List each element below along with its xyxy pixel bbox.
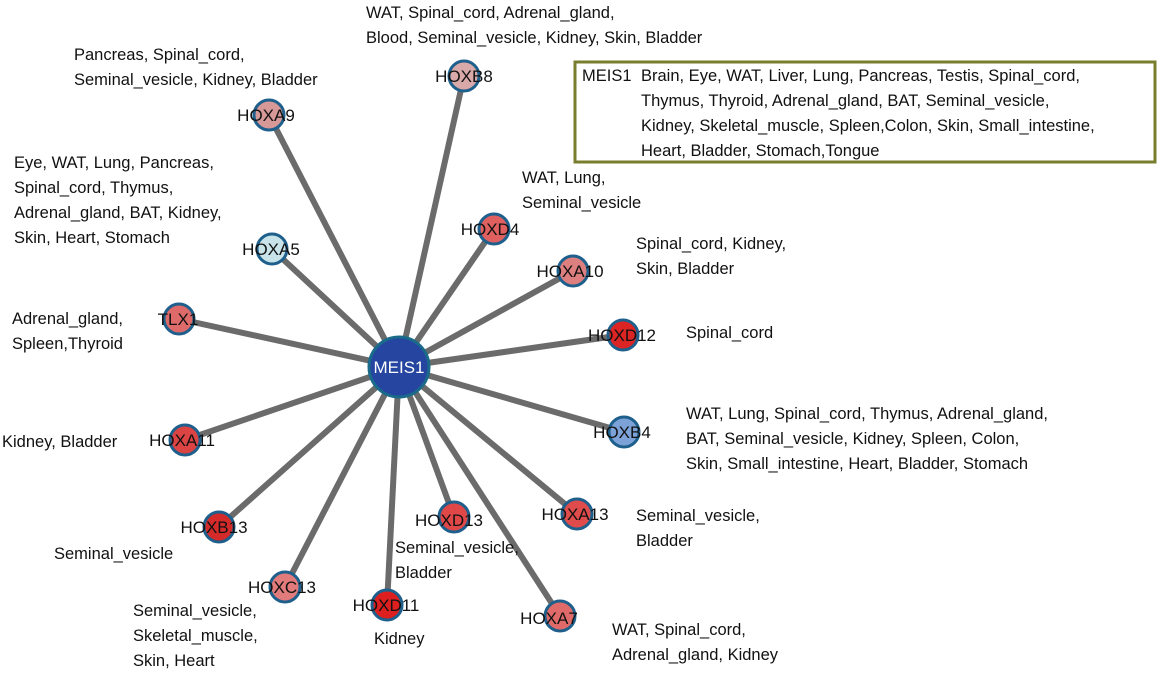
tissue-label-hoxc13: Skin, Heart <box>133 652 215 670</box>
node-hoxd12[interactable] <box>606 318 640 352</box>
node-label-hoxd11: HOXD11 <box>353 596 420 615</box>
tissue-label-hoxd11: Kidney <box>374 630 425 648</box>
tissue-label-hoxa11: Kidney, Bladder <box>2 433 118 451</box>
meis1-box-line: Kidney, Skeletal_muscle, Spleen,Colon, S… <box>641 117 1095 135</box>
tissue-label-hoxa7: Adrenal_gland, Kidney <box>612 646 779 664</box>
tissue-label-hoxa9: Pancreas, Spinal_cord, <box>74 46 245 64</box>
tissue-label-hoxd4: Seminal_vesicle <box>522 194 641 212</box>
node-label-hoxa13: HOXA13 <box>541 505 608 524</box>
node-hoxd13[interactable] <box>437 500 471 534</box>
tissue-label-tlx1: Adrenal_gland, <box>12 310 123 328</box>
edge-meis1-hoxd12 <box>396 332 626 370</box>
node-label-hoxa10: HOXA10 <box>536 262 603 281</box>
tissue-label-hoxb4: Skin, Small_intestine, Heart, Bladder, S… <box>686 455 1028 473</box>
tissue-label-hoxb4: WAT, Lung, Spinal_cord, Thymus, Adrenal_… <box>686 405 1048 423</box>
tissue-label-hoxa7: WAT, Spinal_cord, <box>612 621 746 639</box>
edge-meis1-hoxa7 <box>396 364 563 619</box>
tissue-label-hoxb8: Blood, Seminal_vesicle, Kidney, Skin, Bl… <box>366 29 703 47</box>
edge-meis1-hoxa9 <box>266 112 402 370</box>
tissue-label-hoxa5: Adrenal_gland, BAT, Kidney, <box>14 204 222 222</box>
meis1-box-line: Thymus, Thyroid, Adrenal_gland, BAT, Sem… <box>641 92 1049 110</box>
edge-meis1-hoxd11 <box>384 364 402 608</box>
hub-node-label: MEIS1 <box>373 358 424 377</box>
edge-meis1-hoxb4 <box>396 364 627 435</box>
node-label-hoxb8: HOXB8 <box>435 67 493 86</box>
node-hoxc13[interactable] <box>268 570 302 604</box>
tissue-label-hoxd12: Spinal_cord <box>686 324 773 342</box>
tissue-label-hoxd13: Seminal_vesicle, <box>395 539 519 557</box>
hub-node-meis1[interactable] <box>367 335 431 399</box>
node-label-hoxa5: HOXA5 <box>242 240 300 259</box>
tissue-label-hoxd13: Bladder <box>395 564 452 582</box>
edge-meis1-hoxa11 <box>182 364 402 443</box>
tissue-label-hoxa5: Spinal_cord, Thymus, <box>14 179 173 197</box>
node-label-hoxd13: HOXD13 <box>415 511 483 530</box>
meis1-box-line: Brain, Eye, WAT, Liver, Lung, Pancreas, … <box>641 67 1080 85</box>
node-hoxb8[interactable] <box>447 59 481 93</box>
edge-meis1-hoxa13 <box>396 364 580 517</box>
tissue-label-hoxb8: WAT, Spinal_cord, Adrenal_gland, <box>366 4 615 22</box>
node-label-hoxc13: HOXC13 <box>248 578 316 597</box>
tissue-label-hoxa10: Spinal_cord, Kidney, <box>636 235 786 253</box>
node-hoxb13[interactable] <box>202 510 236 544</box>
node-label-hoxa11: HOXA11 <box>149 431 215 450</box>
tissue-label-hoxa10: Skin, Bladder <box>636 260 735 278</box>
edge-meis1-hoxa10 <box>396 268 576 370</box>
tissue-label-hoxa5: Skin, Heart, Stomach <box>14 229 170 247</box>
edge-meis1-tlx1 <box>176 316 402 370</box>
tissue-label-hoxb4: BAT, Seminal_vesicle, Kidney, Spleen, Co… <box>686 430 1019 448</box>
node-hoxa13[interactable] <box>560 497 594 531</box>
tissue-label-hoxb13: Seminal_vesicle <box>54 545 173 563</box>
edge-meis1-hoxb13 <box>216 364 402 530</box>
node-label-hoxa9: HOXA9 <box>237 106 295 125</box>
meis1-box-title: MEIS1 <box>582 67 632 85</box>
nodes-layer: HOXB8 HOXA9 HOXA5 HOXD4 HOXA10 TLX1 HOXD12 HOXB… <box>149 59 656 633</box>
node-hoxa9[interactable] <box>252 98 286 132</box>
tissue-label-hoxc13: Seminal_vesicle, <box>133 602 257 620</box>
tissue-label-hoxa13: Bladder <box>636 532 693 550</box>
tissue-label-tlx1: Spleen,Thyroid <box>12 335 123 353</box>
tissue-label-hoxa13: Seminal_vesicle, <box>636 507 760 525</box>
node-hoxd11[interactable] <box>370 588 404 622</box>
edge-meis1-hoxc13 <box>282 364 402 590</box>
node-label-tlx1: TLX1 <box>158 310 199 329</box>
node-label-hoxb13: HOXB13 <box>180 518 247 537</box>
node-label-hoxb4: HOXB4 <box>593 423 651 442</box>
node-label-hoxa7: HOXA7 <box>520 609 578 628</box>
node-hoxd4[interactable] <box>477 212 511 246</box>
meis1-box-line: Heart, Bladder, Stomach,Tongue <box>641 142 879 160</box>
tissue-label-hoxa9: Seminal_vesicle, Kidney, Bladder <box>74 71 318 89</box>
meis1-box-border <box>573 60 1157 164</box>
tissue-label-hoxa5: Eye, WAT, Lung, Pancreas, <box>14 154 214 172</box>
node-hoxa10[interactable] <box>556 254 590 288</box>
node-hoxb4[interactable] <box>607 415 641 449</box>
tissue-labels-layer: WAT, Spinal_cord, Adrenal_gland, Blood, S… <box>2 4 1048 670</box>
tissue-label-hoxd4: WAT, Lung, <box>522 169 605 187</box>
node-label-hoxd4: HOXD4 <box>461 220 520 239</box>
tissue-label-hoxc13: Skeletal_muscle, <box>133 627 258 645</box>
node-tlx1[interactable] <box>162 302 196 336</box>
node-label-hoxd12: HOXD12 <box>588 326 656 345</box>
edge-meis1-hoxb8 <box>396 73 467 370</box>
hub-node-group: MEIS1 <box>367 335 431 399</box>
node-hoxa5[interactable] <box>255 232 289 266</box>
node-hoxa11[interactable] <box>168 423 202 457</box>
meis1-tissue-box: MEIS1 Brain, Eye, WAT, Liver, Lung, Panc… <box>573 60 1157 164</box>
node-hoxa7[interactable] <box>543 599 577 633</box>
